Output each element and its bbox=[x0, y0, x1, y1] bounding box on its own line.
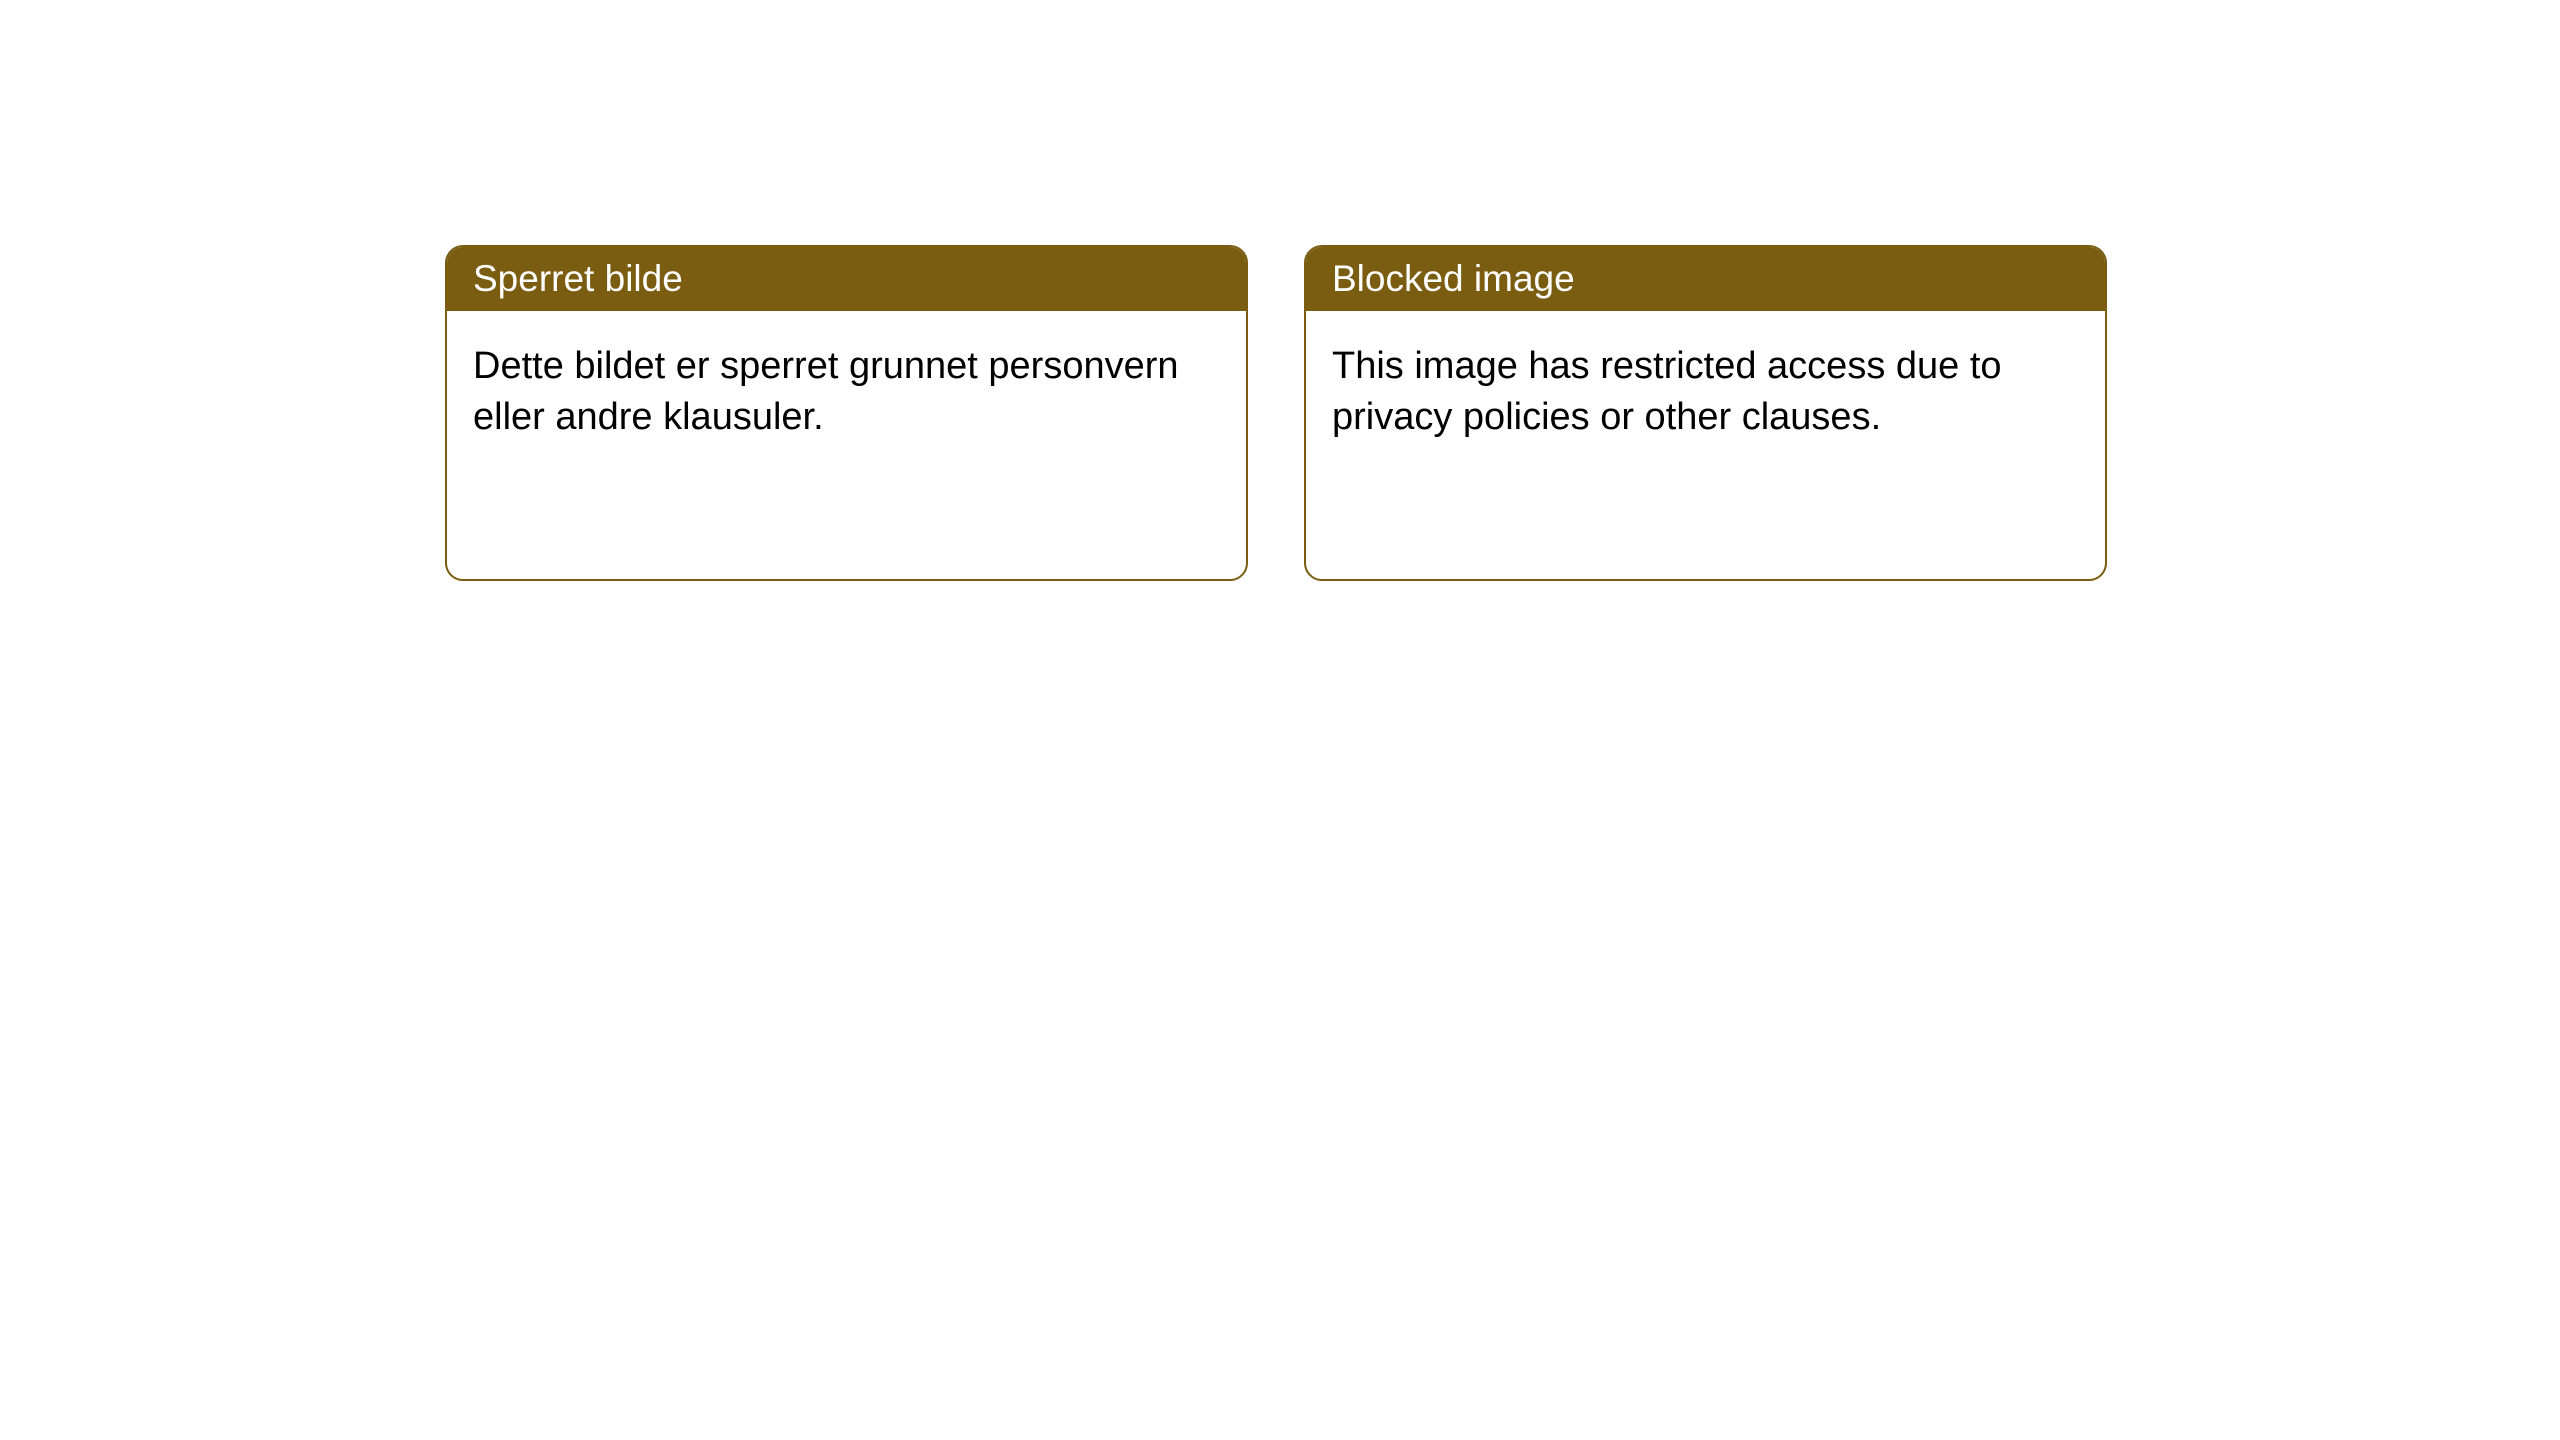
notice-header-norwegian: Sperret bilde bbox=[447, 247, 1246, 311]
notice-box-english: Blocked image This image has restricted … bbox=[1304, 245, 2107, 581]
notice-box-norwegian: Sperret bilde Dette bildet er sperret gr… bbox=[445, 245, 1248, 581]
notice-body-norwegian: Dette bildet er sperret grunnet personve… bbox=[447, 311, 1246, 474]
notice-header-english: Blocked image bbox=[1306, 247, 2105, 311]
notice-body-english: This image has restricted access due to … bbox=[1306, 311, 2105, 474]
notice-container: Sperret bilde Dette bildet er sperret gr… bbox=[0, 0, 2560, 581]
